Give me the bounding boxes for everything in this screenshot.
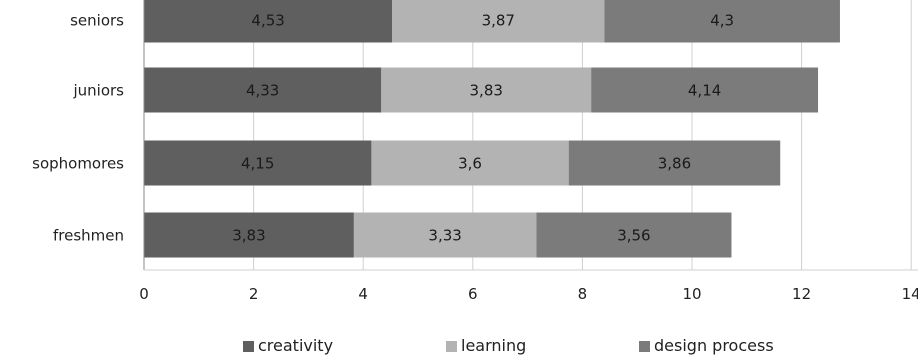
bar-seniors-design-process: [604, 0, 840, 43]
bar-sophomores-creativity: [144, 140, 372, 186]
data-label-seniors-learning: 3,87: [482, 12, 515, 30]
legend-swatch-design-process: [639, 341, 650, 352]
legend: creativity learning design process: [243, 336, 774, 355]
data-label-sophomores-learning: 3,6: [458, 155, 482, 173]
data-label-seniors-creativity: 4,53: [251, 12, 284, 30]
x-tick-label-14: 14: [902, 285, 918, 303]
x-tick-label-12: 12: [792, 285, 811, 303]
category-label-juniors: juniors: [72, 82, 124, 100]
bar-freshmen-design-process: [536, 212, 732, 258]
legend-label-design-process: design process: [654, 336, 774, 355]
bar-sophomores-design-process: [568, 140, 781, 186]
bar-layer: 4,53 3,87 4,3 4,33 3,83 4,14 4,15 3,6 3,86 3,83 3,…: [144, 0, 840, 258]
legend-label-learning: learning: [461, 336, 526, 355]
category-label-seniors: seniors: [70, 12, 124, 30]
data-label-sophomores-creativity: 4,15: [241, 155, 274, 173]
bar-juniors-creativity: [144, 67, 382, 113]
legend-swatch-learning: [446, 341, 457, 352]
data-label-freshmen-learning: 3,33: [428, 227, 461, 245]
x-tick-label-2: 2: [249, 285, 259, 303]
data-label-seniors-design-process: 4,3: [710, 12, 734, 30]
bar-juniors-learning: [381, 67, 592, 113]
x-tick-label-10: 10: [682, 285, 701, 303]
x-tick-label-6: 6: [468, 285, 478, 303]
bar-freshmen-learning: [353, 212, 537, 258]
axis-layer: 0 2 4 6 8 10 12 14 seniors juniors sophomores fresh…: [32, 0, 918, 303]
data-label-freshmen-creativity: 3,83: [232, 227, 265, 245]
bar-seniors-learning: [392, 0, 605, 43]
data-label-freshmen-design-process: 3,56: [617, 227, 650, 245]
legend-label-creativity: creativity: [258, 336, 333, 355]
x-tick-label-4: 4: [358, 285, 368, 303]
grid-layer: [253, 0, 912, 270]
legend-swatch-creativity: [243, 341, 254, 352]
data-label-juniors-creativity: 4,33: [246, 82, 279, 100]
data-label-juniors-learning: 3,83: [470, 82, 503, 100]
bar-freshmen-creativity: [144, 212, 354, 258]
bar-sophomores-learning: [371, 140, 569, 186]
category-label-sophomores: sophomores: [32, 155, 124, 173]
x-tick-label-8: 8: [578, 285, 588, 303]
data-label-sophomores-design-process: 3,86: [658, 155, 691, 173]
bar-juniors-design-process: [591, 67, 819, 113]
bar-seniors-creativity: [144, 0, 393, 43]
x-tick-label-0: 0: [139, 285, 149, 303]
data-label-juniors-design-process: 4,14: [688, 82, 721, 100]
category-label-freshmen: freshmen: [53, 227, 124, 245]
